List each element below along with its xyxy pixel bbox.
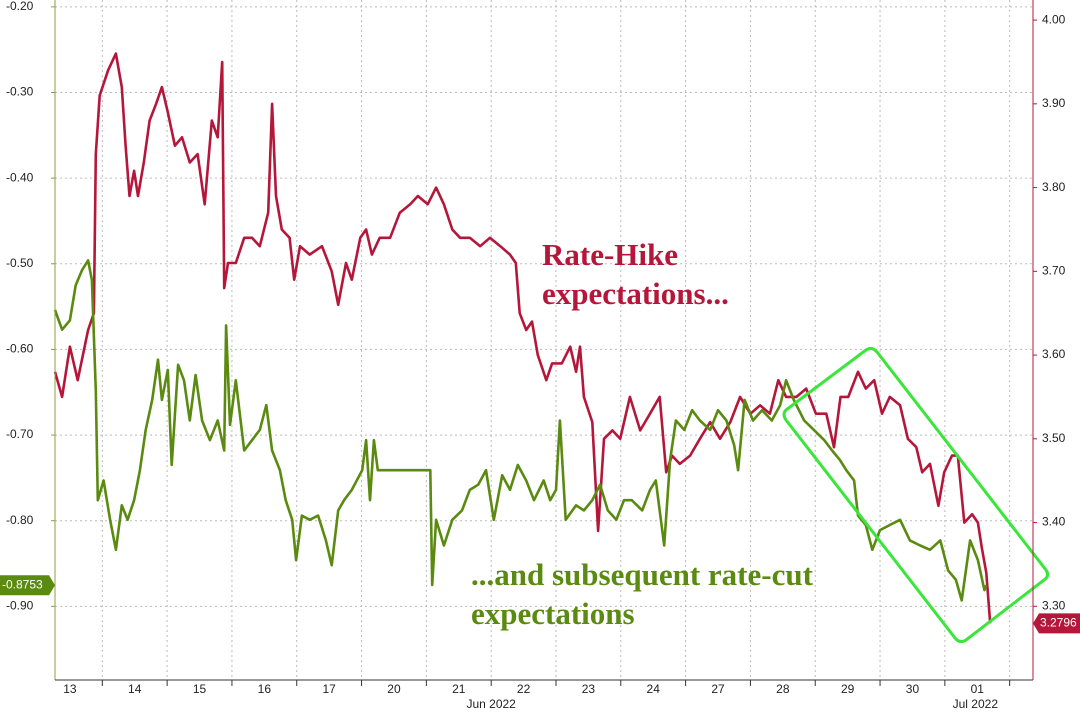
y-tick-label: -0.40 xyxy=(6,170,34,184)
lines xyxy=(53,52,992,624)
x-tick-label: 24 xyxy=(647,682,661,696)
annotation: expectations xyxy=(471,596,635,631)
last-value-badge xyxy=(1033,613,1080,634)
last-value-label: -0.8753 xyxy=(2,577,43,591)
y-tick-label: -0.30 xyxy=(6,85,34,99)
annotation: expectations... xyxy=(542,276,729,311)
series-line xyxy=(53,259,988,602)
y2-tick-label: 3.30 xyxy=(1042,598,1066,612)
x-tick-label: 13 xyxy=(63,682,77,696)
x-tick-label: 17 xyxy=(322,682,336,696)
y-tick-label: -0.80 xyxy=(6,513,34,527)
last-value-badge xyxy=(0,575,55,596)
highlight-box xyxy=(782,346,1050,644)
x-tick-label: 28 xyxy=(776,682,790,696)
x-tick-label: 15 xyxy=(193,682,207,696)
x-tick-label: 23 xyxy=(582,682,596,696)
month-label: Jul 2022 xyxy=(953,697,999,711)
annotation: ...and subsequent rate-cut xyxy=(471,557,814,592)
x-tick-label: 22 xyxy=(517,682,531,696)
y2-tick-label: 3.90 xyxy=(1042,96,1066,110)
annotation: Rate-Hike xyxy=(542,237,678,272)
x-tick-label: 16 xyxy=(258,682,272,696)
y2-tick-label: 3.80 xyxy=(1042,180,1066,194)
y2-tick-label: 3.40 xyxy=(1042,515,1066,529)
last-value-label: 3.2796 xyxy=(1040,616,1077,630)
y2-tick-label: 4.00 xyxy=(1042,12,1066,26)
x-tick-label: 29 xyxy=(841,682,855,696)
x-tick-label: 21 xyxy=(452,682,466,696)
y2-tick-label: 3.70 xyxy=(1042,264,1066,278)
y-tick-label: -0.50 xyxy=(6,256,34,270)
x-tick-label: 27 xyxy=(711,682,725,696)
x-tick-label: 01 xyxy=(971,682,985,696)
y2-tick-label: 3.50 xyxy=(1042,431,1066,445)
x-tick-label: 14 xyxy=(128,682,142,696)
y-tick-label: -0.20 xyxy=(6,0,34,13)
y-tick-label: -0.70 xyxy=(6,427,34,441)
y-tick-label: -0.60 xyxy=(6,342,34,356)
series-line xyxy=(53,52,992,624)
month-label: Jun 2022 xyxy=(466,697,516,711)
y2-tick-label: 3.60 xyxy=(1042,347,1066,361)
x-tick-label: 30 xyxy=(906,682,920,696)
y-tick-label: -0.90 xyxy=(6,599,34,613)
x-tick-label: 20 xyxy=(387,682,401,696)
